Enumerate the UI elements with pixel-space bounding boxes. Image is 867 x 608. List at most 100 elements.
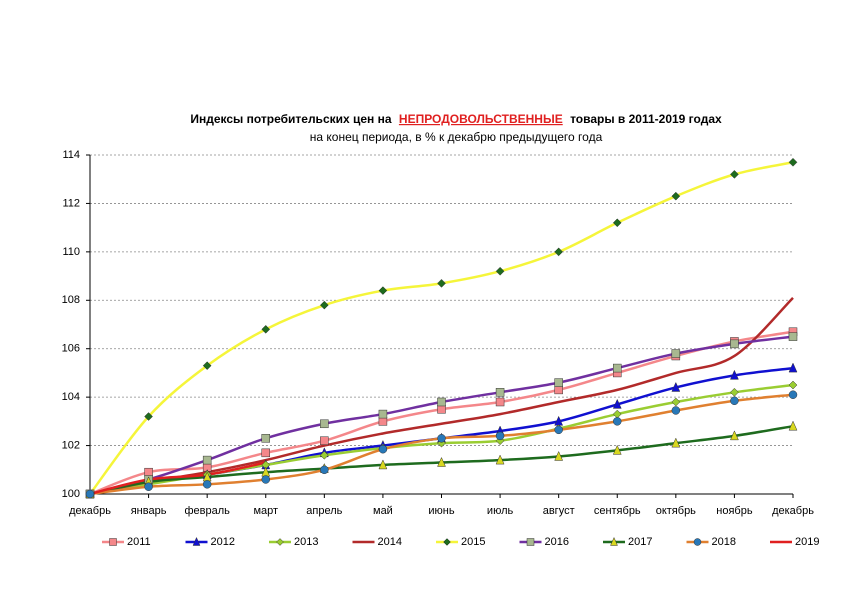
marker	[261, 475, 270, 484]
marker	[671, 381, 681, 392]
x-tick-label: июнь	[428, 505, 454, 517]
marker	[378, 286, 388, 295]
marker	[378, 417, 388, 426]
marker	[109, 538, 117, 546]
marker	[144, 412, 153, 421]
marker	[320, 436, 329, 445]
marker	[788, 380, 798, 390]
marker	[378, 459, 388, 470]
marker	[437, 397, 446, 407]
marker	[202, 480, 212, 489]
marker	[671, 437, 681, 448]
legend-label: 2015	[461, 536, 485, 548]
marker	[261, 324, 271, 334]
marker	[671, 397, 681, 407]
legend-label: 2012	[211, 536, 235, 548]
marker	[495, 454, 505, 465]
y-tick-label: 102	[62, 439, 80, 451]
x-tick-label: январь	[131, 505, 167, 517]
marker	[202, 455, 212, 465]
series-line	[89, 335, 794, 496]
marker	[276, 538, 284, 546]
marker	[319, 450, 329, 460]
chart-title: Индексы потребительских цен на НЕПРОДОВО…	[190, 112, 722, 126]
marker	[671, 191, 681, 201]
legend-label: 2016	[545, 536, 569, 548]
y-tick-label: 108	[62, 294, 80, 306]
legend-label: 2019	[795, 536, 819, 548]
marker	[378, 444, 388, 454]
x-tick-label: февраль	[184, 505, 230, 517]
title-part: товары в 2011-2019 годах	[570, 112, 722, 126]
marker	[788, 420, 798, 431]
marker	[144, 467, 153, 477]
marker	[378, 409, 388, 419]
marker	[554, 378, 563, 387]
marker	[730, 387, 739, 397]
marker	[319, 300, 329, 310]
title-highlight: НЕПРОДОВОЛЬСТВЕННЫЕ	[399, 112, 563, 126]
legend-label: 2011	[127, 536, 151, 548]
marker	[202, 361, 212, 371]
marker	[437, 405, 446, 414]
x-tick-label: ноябрь	[716, 505, 753, 517]
x-tick-label: декабрь	[772, 505, 814, 517]
marker	[495, 388, 505, 397]
marker	[443, 538, 451, 546]
marker	[788, 332, 798, 341]
marker	[788, 157, 798, 167]
marker	[320, 465, 329, 475]
marker	[495, 266, 505, 276]
x-tick-label: октябрь	[656, 505, 696, 517]
marker	[437, 456, 446, 467]
marker	[693, 538, 702, 546]
marker	[192, 536, 201, 546]
y-tick-label: 100	[62, 488, 80, 500]
marker	[612, 218, 622, 228]
marker	[144, 482, 153, 491]
marker	[730, 396, 739, 406]
marker	[730, 339, 739, 349]
marker	[437, 278, 446, 288]
marker	[320, 419, 329, 429]
x-tick-label: апрель	[306, 505, 342, 517]
marker	[730, 369, 739, 380]
marker	[671, 406, 681, 415]
legend-label: 2013	[294, 536, 318, 548]
marker	[788, 362, 798, 373]
x-tick-label: июль	[487, 505, 514, 517]
marker	[612, 444, 622, 455]
legend-label: 2018	[712, 536, 736, 548]
marker	[730, 430, 739, 441]
marker	[612, 398, 622, 409]
y-tick-label: 106	[62, 343, 80, 355]
marker	[671, 349, 681, 358]
marker	[788, 390, 798, 399]
marker	[612, 409, 622, 419]
x-tick-label: сентябрь	[594, 505, 641, 517]
marker	[495, 431, 505, 441]
marker	[554, 450, 564, 461]
marker	[85, 489, 95, 499]
marker	[730, 170, 739, 179]
series-line	[89, 461, 267, 496]
marker	[261, 434, 270, 443]
marker	[610, 536, 618, 546]
x-tick-label: май	[373, 505, 393, 517]
marker	[554, 385, 563, 395]
marker	[261, 448, 270, 458]
legend-label: 2017	[628, 536, 652, 548]
marker	[554, 247, 564, 257]
chart-subtitle: на конец периода, в % к декабрю предыдущ…	[310, 130, 603, 144]
marker	[554, 425, 563, 435]
marker	[495, 397, 505, 407]
x-tick-label: август	[543, 505, 575, 517]
y-tick-label: 114	[62, 149, 80, 161]
marker	[613, 417, 622, 426]
x-tick-label: декабрь	[69, 505, 111, 517]
marker	[613, 363, 622, 373]
x-tick-label: март	[253, 505, 278, 517]
y-tick-label: 104	[62, 391, 80, 403]
y-tick-label: 112	[62, 197, 80, 209]
